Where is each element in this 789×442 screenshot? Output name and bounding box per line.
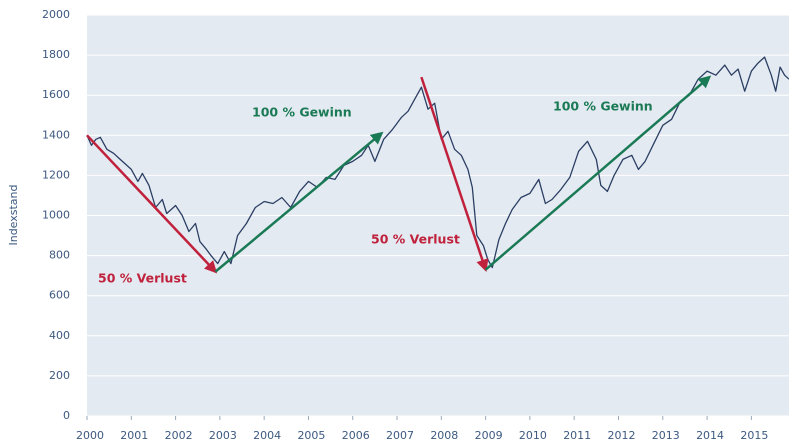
- y-axis-label: Indexstand: [7, 184, 20, 245]
- arrow: [214, 131, 384, 273]
- y-tick-label: 2000: [42, 8, 70, 21]
- y-tick-label: 200: [49, 369, 70, 382]
- x-tick-label: 2006: [342, 429, 370, 442]
- x-tick-label: 2003: [209, 429, 237, 442]
- arrow: [86, 134, 218, 274]
- annotation: 50 % Verlust: [371, 232, 460, 247]
- y-tick-label: 1000: [42, 209, 70, 222]
- x-tick-label: 2002: [165, 429, 193, 442]
- x-tick-label: 2011: [563, 429, 591, 442]
- x-tick-label: 2014: [696, 429, 724, 442]
- x-tick-label: 2008: [430, 429, 458, 442]
- x-tick-label: 2000: [76, 429, 104, 442]
- annotation: 100 % Gewinn: [553, 99, 653, 114]
- y-tick-label: 1200: [42, 168, 70, 181]
- x-tick-label: 2009: [475, 429, 503, 442]
- y-tick-label: 0: [63, 409, 70, 422]
- annotation: 100 % Gewinn: [252, 105, 352, 120]
- y-tick-label: 800: [49, 249, 70, 262]
- x-tick-label: 2013: [652, 429, 680, 442]
- y-tick-label: 1600: [42, 88, 70, 101]
- x-tick-label: 2015: [740, 429, 768, 442]
- y-tick-label: 1400: [42, 128, 70, 141]
- arrow: [420, 76, 489, 273]
- annotation: 50 % Verlust: [98, 271, 187, 286]
- x-tick-label: 2005: [297, 429, 325, 442]
- y-tick-label: 600: [49, 289, 70, 302]
- x-tick-label: 2012: [607, 429, 635, 442]
- arrow: [484, 75, 712, 271]
- y-tick-label: 400: [49, 329, 70, 342]
- line: [86, 56, 789, 269]
- y-tick-label: 1800: [42, 48, 70, 61]
- x-tick-label: 2001: [120, 429, 148, 442]
- x-tick-label: 2007: [386, 429, 414, 442]
- x-tick-label: 2004: [253, 429, 281, 442]
- x-tick-label: 2010: [519, 429, 547, 442]
